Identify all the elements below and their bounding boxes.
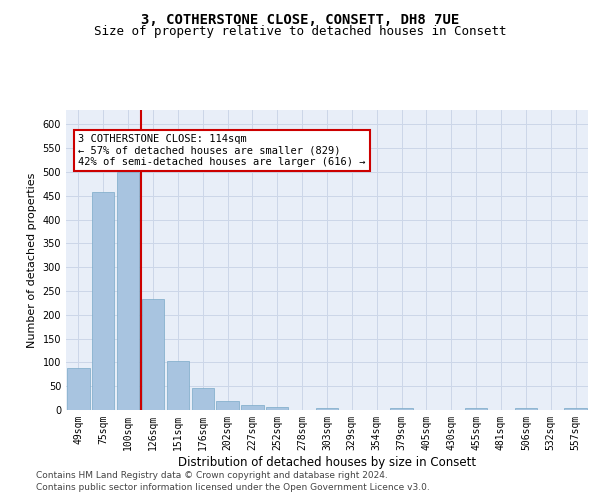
X-axis label: Distribution of detached houses by size in Consett: Distribution of detached houses by size … [178, 456, 476, 468]
Text: Contains HM Land Registry data © Crown copyright and database right 2024.: Contains HM Land Registry data © Crown c… [36, 471, 388, 480]
Bar [217, 401, 239, 410]
Bar [92, 192, 115, 410]
Bar [142, 299, 164, 410]
Text: 3 COTHERSTONE CLOSE: 114sqm
← 57% of detached houses are smaller (829)
42% of se: 3 COTHERSTONE CLOSE: 114sqm ← 57% of det… [79, 134, 366, 167]
Y-axis label: Number of detached properties: Number of detached properties [27, 172, 37, 348]
Bar [391, 408, 413, 410]
Bar [465, 408, 487, 410]
Text: 3, COTHERSTONE CLOSE, CONSETT, DH8 7UE: 3, COTHERSTONE CLOSE, CONSETT, DH8 7UE [141, 12, 459, 26]
Bar [191, 388, 214, 410]
Bar [67, 368, 89, 410]
Bar [117, 172, 139, 410]
Bar [167, 361, 189, 410]
Text: Contains public sector information licensed under the Open Government Licence v3: Contains public sector information licen… [36, 484, 430, 492]
Bar [515, 408, 537, 410]
Bar [565, 408, 587, 410]
Bar [241, 405, 263, 410]
Text: Size of property relative to detached houses in Consett: Size of property relative to detached ho… [94, 25, 506, 38]
Bar [266, 406, 289, 410]
Bar [316, 408, 338, 410]
